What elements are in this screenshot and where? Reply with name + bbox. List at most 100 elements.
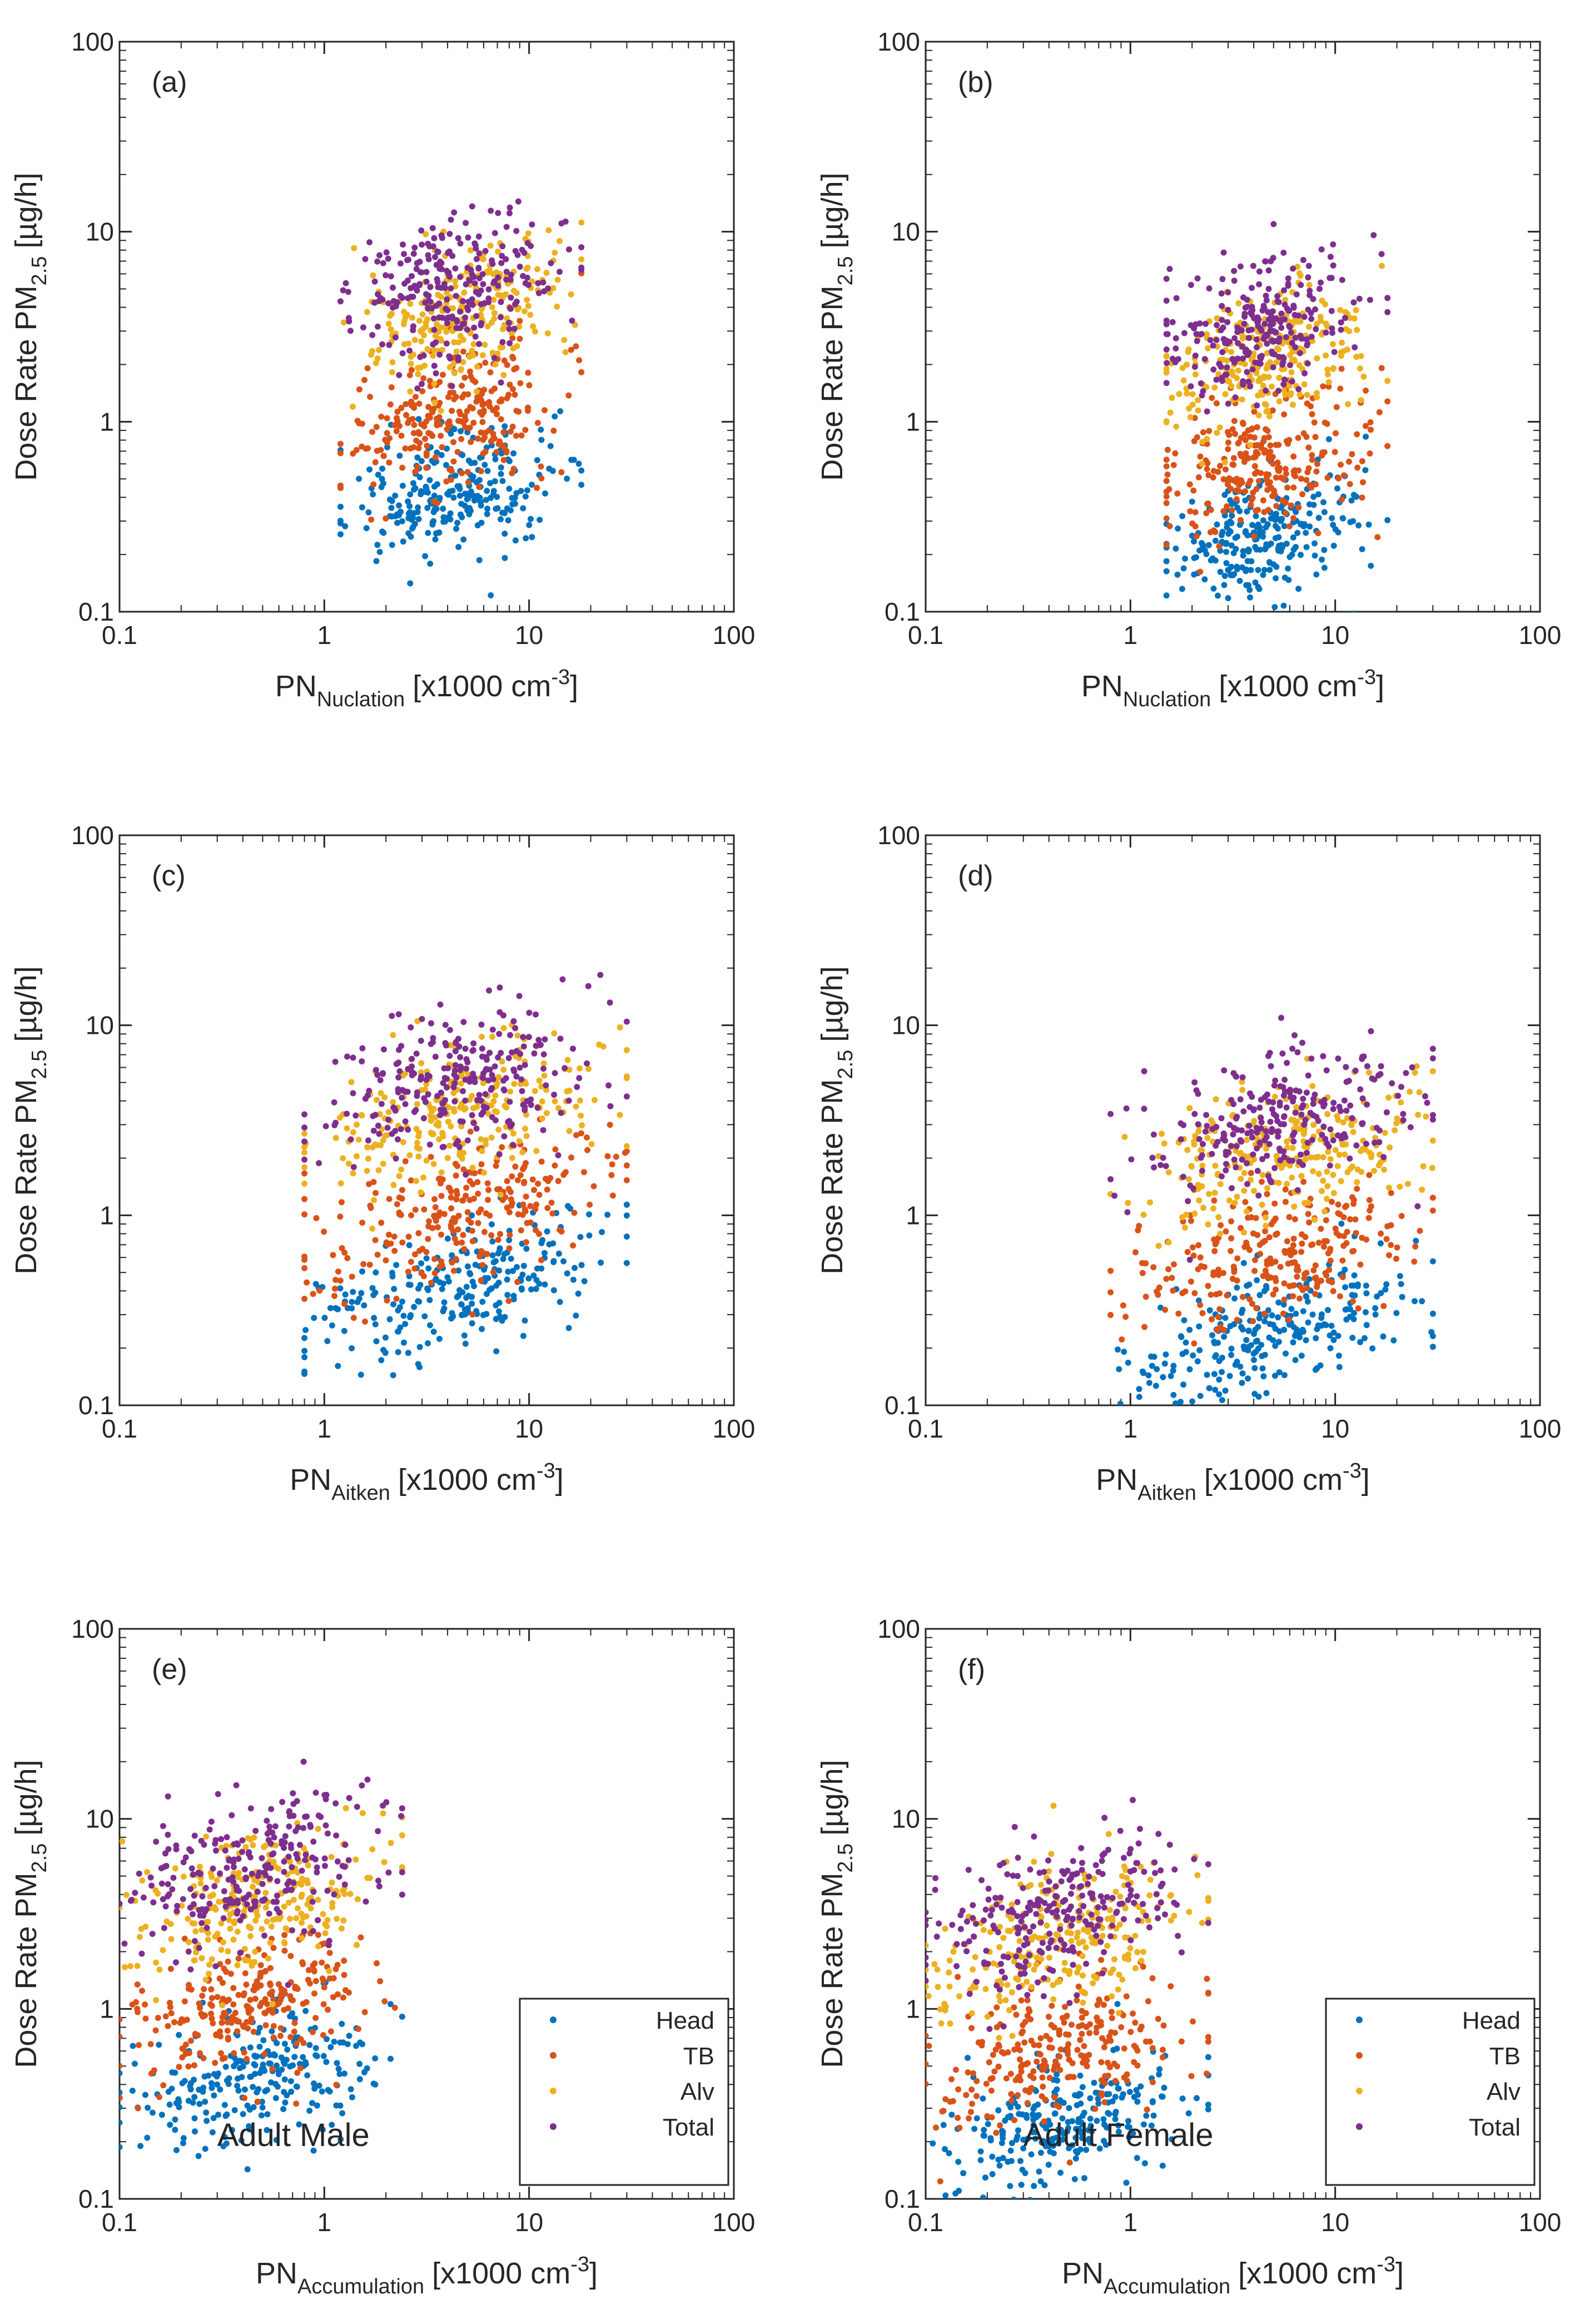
data-point	[1377, 1240, 1384, 1247]
x-axis-label-main: PN	[256, 2257, 297, 2290]
data-point	[399, 483, 406, 489]
data-point	[1212, 537, 1219, 544]
data-point	[1163, 478, 1170, 484]
data-point	[280, 2106, 287, 2112]
data-point	[362, 1319, 369, 1325]
data-point	[555, 1105, 562, 1112]
data-point	[1290, 534, 1296, 541]
data-point	[389, 542, 395, 548]
data-point	[1253, 449, 1259, 456]
data-point	[432, 1114, 439, 1121]
data-point	[512, 1163, 519, 1170]
data-point	[375, 472, 381, 478]
data-point	[1358, 397, 1364, 403]
data-point	[465, 299, 472, 305]
data-point	[172, 2127, 178, 2133]
data-point	[1273, 474, 1279, 481]
data-point	[538, 437, 545, 443]
data-point	[1226, 1122, 1233, 1128]
data-point	[1263, 541, 1270, 548]
data-point	[1196, 547, 1203, 554]
data-point	[393, 428, 400, 434]
data-point	[1210, 468, 1217, 474]
data-point	[585, 983, 592, 989]
data-point	[1315, 456, 1321, 463]
data-point	[1352, 344, 1358, 350]
y-tick-label: 1	[100, 407, 114, 436]
data-point	[441, 1211, 448, 1217]
data-point	[484, 468, 491, 474]
data-point	[1194, 434, 1200, 440]
data-point	[462, 314, 469, 321]
data-point	[348, 1079, 355, 1086]
data-point	[1185, 1176, 1192, 1182]
data-point	[363, 525, 370, 532]
data-point	[1281, 1326, 1288, 1333]
data-point	[365, 1137, 371, 1144]
x-axis-label-unit: [x1000 cm	[398, 1463, 536, 1497]
data-point	[1238, 1324, 1245, 1330]
data-point	[436, 529, 443, 536]
data-point	[1283, 1350, 1289, 1357]
data-point	[545, 227, 552, 234]
data-point	[1290, 484, 1297, 491]
data-point	[1161, 1360, 1168, 1367]
data-point	[1413, 1237, 1419, 1244]
data-point	[1363, 1322, 1370, 1329]
data-point	[623, 1233, 630, 1240]
data-point	[1204, 460, 1211, 467]
data-point	[1264, 521, 1271, 528]
data-point	[1363, 1141, 1369, 1147]
data-point	[358, 1290, 365, 1296]
data-point	[432, 536, 439, 543]
data-point	[545, 285, 551, 292]
data-point	[1267, 322, 1274, 329]
data-point	[490, 296, 497, 303]
data-point	[416, 1247, 423, 1254]
data-point	[1398, 1213, 1405, 1220]
data-point	[1243, 528, 1249, 534]
data-point	[496, 1151, 503, 1158]
data-point	[617, 1112, 623, 1118]
data-point	[445, 420, 451, 427]
data-point	[1248, 1214, 1255, 1221]
data-point	[1263, 258, 1269, 265]
data-point	[1324, 1238, 1330, 1245]
data-point	[1280, 381, 1287, 388]
data-point	[301, 1256, 308, 1263]
data-point	[301, 1138, 308, 1145]
data-point	[453, 1172, 459, 1179]
data-point	[1384, 443, 1391, 449]
data-point	[1364, 1101, 1370, 1108]
data-point	[504, 395, 510, 402]
data-point	[455, 235, 461, 241]
x-tick-label: 0.1	[908, 1414, 943, 1443]
data-point	[400, 1139, 406, 1146]
data-point	[1294, 529, 1301, 536]
data-point	[337, 440, 344, 447]
data-point	[1261, 373, 1268, 380]
data-point	[468, 488, 474, 495]
data-point	[533, 1148, 540, 1154]
data-point	[422, 553, 429, 559]
data-point	[518, 1076, 525, 1083]
data-point	[385, 300, 392, 306]
data-point	[377, 1090, 384, 1097]
data-point	[1305, 444, 1312, 451]
data-point	[1398, 1099, 1404, 1106]
data-point	[435, 249, 441, 255]
data-point	[1259, 1201, 1265, 1208]
data-point	[1325, 1307, 1331, 1314]
data-point	[405, 1268, 411, 1275]
data-point	[1243, 1137, 1250, 1143]
y-tick-label: 100	[877, 821, 920, 850]
data-point	[335, 1362, 341, 1369]
data-point	[1254, 1337, 1260, 1344]
data-point	[1164, 471, 1171, 478]
data-point	[1253, 486, 1260, 493]
data-point	[520, 1102, 526, 1108]
data-point	[1260, 517, 1266, 524]
data-point	[480, 1080, 486, 1086]
data-point	[1330, 522, 1336, 528]
data-point	[463, 1066, 469, 1072]
